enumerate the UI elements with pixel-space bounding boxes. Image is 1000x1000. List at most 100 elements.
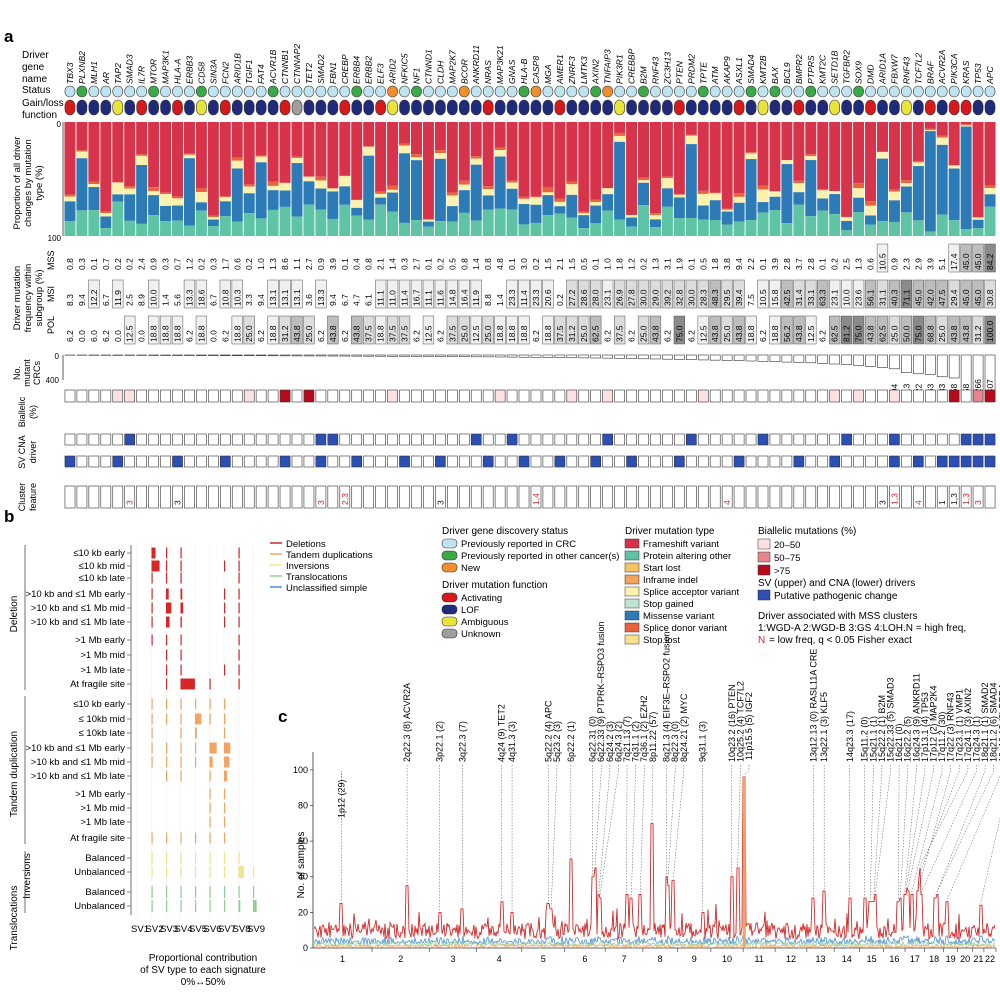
stack-segment — [638, 180, 650, 183]
c-peak-label: 13q12.13 (0) RASL11A CRE — [808, 649, 818, 762]
freq-value-pol: 25.0 — [459, 325, 469, 342]
status-pill — [913, 85, 924, 98]
biallelic-box — [865, 389, 876, 403]
freq-cell — [375, 315, 387, 345]
freq-cell — [422, 279, 435, 309]
gainloss-pill — [100, 99, 112, 116]
freq-value-pol: 18.8 — [507, 325, 517, 342]
freq-cell — [793, 315, 805, 345]
freq-value-msi: 0.2 — [555, 294, 565, 306]
c-peak-label: 13q22.1 (3) KLF5 — [819, 692, 829, 762]
cluster-box — [100, 485, 112, 509]
stack-segment — [829, 122, 841, 192]
status-pill — [901, 85, 912, 98]
c-peak-label: 8q24.21 (2) MYC — [679, 693, 689, 762]
gene-name: FBXW7 — [889, 53, 899, 84]
gene-name: KMT2B — [758, 55, 768, 84]
cluster-label: 3 — [973, 500, 983, 505]
gene-name: MTOR — [149, 59, 159, 84]
cluster-box — [327, 485, 339, 509]
mutant-bar — [578, 354, 590, 359]
cna-box — [697, 455, 709, 468]
c-ytick-label: 40 — [298, 872, 308, 882]
sv-box — [614, 433, 625, 446]
b-cell — [209, 742, 217, 754]
freq-cell — [984, 279, 996, 309]
gene-name: MAP2K7 — [447, 49, 457, 84]
biallelic-box — [88, 389, 100, 403]
freq-value-pol: 75.0 — [854, 325, 864, 342]
c-peak-label: 16q21 (0) — [894, 723, 904, 762]
legend-sv-title: SV (upper) and CNA (lower) drivers — [758, 578, 915, 589]
gene-name: PTPRS — [806, 55, 816, 84]
status-pill — [375, 85, 386, 98]
gene-name: TCF7L2 — [913, 53, 923, 84]
stack-segment — [733, 221, 745, 236]
cluster-feature-row: 3 3 3 2,3 3 1,4 4 3 1,3 4 1 1,3 1,3 3 — [64, 485, 996, 509]
b-cell — [180, 756, 182, 768]
stack-segment — [207, 226, 219, 236]
freq-value-pol: 6.2 — [435, 330, 445, 342]
gene-name: RNF43 — [650, 57, 660, 84]
cna-box — [853, 455, 864, 468]
mutant-bar — [231, 354, 243, 356]
stack-segment — [900, 212, 912, 236]
legend-function-title: Driver mutation function — [442, 580, 548, 591]
biallelic-box — [363, 389, 375, 403]
legend-swatch — [757, 538, 771, 550]
stack-segment — [661, 176, 673, 179]
sv-box — [470, 433, 482, 446]
gene-name: IL7R — [137, 66, 147, 84]
stack-segment — [112, 182, 124, 195]
mutant-bar — [745, 354, 757, 362]
biallelic-box — [351, 389, 363, 403]
stack-segment — [64, 194, 76, 197]
stack-segment — [626, 215, 638, 218]
freq-value-mss: 0.9 — [316, 258, 326, 270]
status-pill — [530, 85, 542, 98]
sv-box — [889, 433, 900, 446]
cluster-box — [829, 485, 841, 509]
stack-segment — [626, 217, 638, 227]
cna-box — [291, 455, 303, 468]
cluster-box — [626, 485, 637, 509]
cluster-label: 3 — [173, 500, 183, 505]
freq-cell — [375, 279, 387, 309]
freq-value-pol: 75.0 — [913, 325, 923, 342]
biallelic-box — [913, 389, 924, 403]
gainloss-pill — [506, 99, 518, 116]
freq-value-msi: 16.4 — [459, 289, 469, 306]
row-label-frequency-3: subgroup (%) — [34, 269, 45, 326]
freq-value-mss: 3.7 — [794, 258, 804, 270]
stack-segment — [506, 188, 518, 210]
c-peak-label: 7q21.13 (7) — [622, 716, 632, 762]
freq-value-msi: 5.6 — [173, 294, 183, 306]
freq-value-pol: 37.5 — [388, 325, 398, 342]
cna-box — [554, 455, 566, 468]
sv-box — [291, 433, 303, 446]
b-cell — [166, 713, 168, 725]
stack-segment — [327, 218, 339, 236]
b-cell — [209, 678, 211, 690]
stack-segment — [578, 211, 590, 214]
b-cell — [180, 572, 182, 584]
b-cell — [166, 770, 168, 782]
gainloss-pill — [889, 99, 900, 116]
freq-value-msi: 9.4 — [328, 294, 338, 306]
stack-segment — [614, 132, 626, 136]
gainloss-pill — [231, 99, 243, 116]
cluster-box — [482, 485, 494, 509]
stack-segment — [745, 220, 757, 236]
stack-segment — [590, 199, 602, 202]
stack-segment — [172, 205, 184, 221]
biallelic-box — [279, 389, 291, 403]
legend-biallelic-item: >75 — [774, 566, 790, 577]
c-chr-label: 6 — [582, 954, 587, 964]
freq-cell — [386, 279, 399, 309]
b-cell — [195, 900, 197, 912]
gainloss-pill — [375, 99, 386, 116]
c-chr-label: 8 — [658, 954, 663, 964]
freq-value-msi: 39.2 — [662, 289, 672, 306]
freq-value-mss: 2.9 — [913, 258, 923, 270]
b-cell — [209, 756, 213, 768]
